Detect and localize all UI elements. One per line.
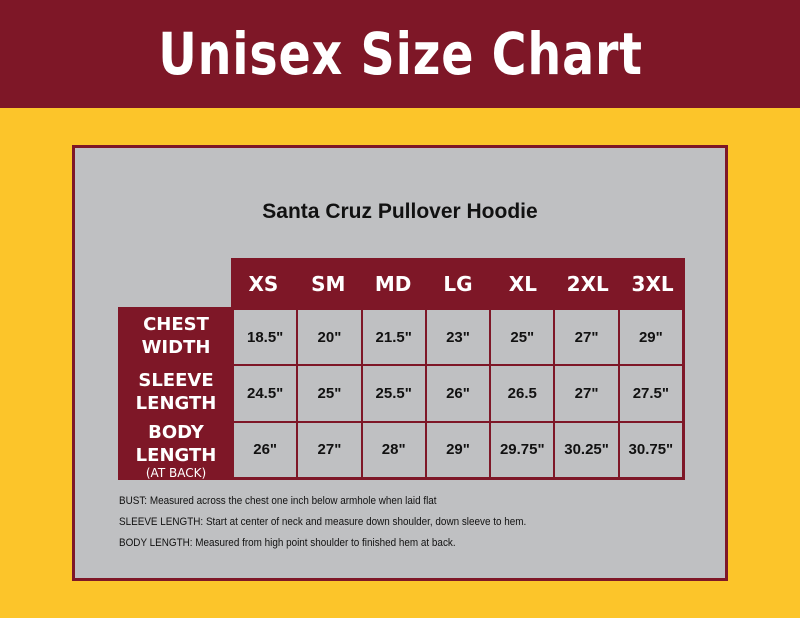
note-line: SLEEVE LENGTH: Start at center of neck a…: [119, 512, 526, 533]
table-cell: 28": [362, 422, 425, 477]
row-label-line2: LENGTH: [135, 393, 217, 414]
product-name: Santa Cruz Pullover Hoodie: [262, 200, 538, 223]
size-header: XS: [248, 272, 279, 296]
row-label: CHEST WIDTH: [118, 313, 234, 359]
table-cell: 21.5": [362, 310, 425, 365]
table-cell: 27": [555, 366, 618, 421]
table-cell: 29.75": [491, 422, 554, 477]
size-header: MD: [374, 272, 412, 296]
note-text: Measured from high point shoulder to fin…: [192, 537, 456, 549]
size-header: LG: [443, 272, 473, 296]
size-header: 3XL: [631, 272, 674, 296]
row-labels: CHEST WIDTH SLEEVE LENGTH BODY LENGTH (AT BACK…: [118, 307, 234, 480]
row-label-line2: WIDTH: [141, 337, 211, 358]
header-banner: Unisex Size Chart: [0, 0, 800, 108]
note-line: BODY LENGTH: Measured from high point sh…: [119, 533, 526, 554]
size-header-row: XS SM MD LG XL 2XL 3XL: [231, 258, 685, 310]
table-cell: 27.5": [619, 366, 682, 421]
table-cell: 30.75": [619, 422, 682, 477]
table-cell: 18.5": [234, 310, 297, 365]
table-cell: 26": [234, 422, 297, 477]
table-cell: 23": [426, 310, 490, 365]
note-term: SLEEVE LENGTH:: [119, 516, 204, 528]
table-cell: 27": [555, 310, 618, 365]
measurement-notes: BUST: Measured across the chest one inch…: [119, 491, 571, 554]
table-cell: 25": [491, 310, 554, 365]
table-cell: 26": [426, 366, 490, 421]
table-cell: 30.25": [555, 422, 618, 477]
page-title: Unisex Size Chart: [157, 20, 643, 88]
table-cell: 24.5": [234, 366, 297, 421]
size-header: 2XL: [566, 272, 609, 296]
row-label: BODY LENGTH (AT BACK): [118, 421, 234, 479]
row-label-line1: CHEST: [143, 314, 209, 335]
table-cell: 26.5: [491, 366, 554, 421]
table-cell: 25.5": [362, 366, 425, 421]
table-cell: 25": [298, 366, 361, 421]
table-cell: 27": [298, 422, 361, 477]
row-label-note: (AT BACK): [145, 466, 207, 480]
row-label-line2: LENGTH: [135, 445, 217, 466]
note-term: BUST:: [119, 495, 148, 507]
size-header: SM: [311, 272, 346, 296]
table-cell: 29": [426, 422, 490, 477]
note-text: Start at center of neck and measure down…: [203, 516, 527, 528]
row-label-line1: BODY: [148, 422, 204, 443]
note-line: BUST: Measured across the chest one inch…: [119, 491, 526, 512]
table-cell: 29": [619, 310, 682, 365]
size-header: XL: [508, 272, 537, 296]
note-term: BODY LENGTH:: [119, 537, 193, 549]
table-cell: 20": [298, 310, 361, 365]
row-label-line1: SLEEVE: [138, 370, 214, 391]
note-text: Measured across the chest one inch below…: [147, 495, 437, 507]
size-chart-panel: Santa Cruz Pullover Hoodie XS SM MD LG XL 2XL…: [72, 145, 728, 581]
row-label: SLEEVE LENGTH: [118, 369, 234, 415]
measurement-grid: 18.5" 20" 21.5" 23" 25" 27" 29" 24.5" 25" 25.5" 26…: [231, 307, 685, 480]
